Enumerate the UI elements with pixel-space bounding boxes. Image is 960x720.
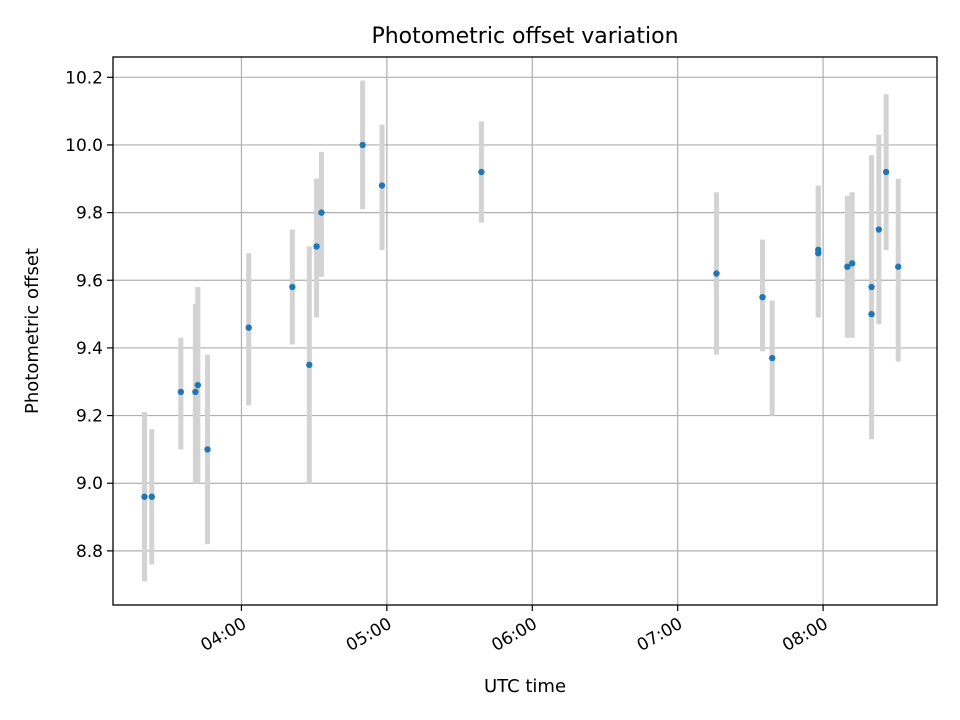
data-point — [318, 209, 325, 216]
data-points — [141, 141, 902, 500]
chart-title: Photometric offset variation — [371, 24, 678, 49]
data-point — [378, 182, 386, 189]
data-point — [478, 168, 485, 176]
y-tick-label: 9.2 — [76, 407, 103, 427]
data-point — [192, 388, 199, 396]
data-point — [848, 260, 856, 267]
y-tick-label: 9.0 — [76, 474, 103, 494]
data-point — [713, 270, 720, 277]
y-tick-label: 10.0 — [65, 136, 103, 156]
data-point — [769, 354, 776, 362]
data-point — [204, 446, 211, 453]
y-axis: 8.8 9.0 9.2 9.4 9.6 9.8 10.0 10.2 — [65, 68, 113, 562]
data-point — [194, 381, 202, 389]
data-point — [895, 263, 902, 270]
y-tick-label: 9.8 — [76, 204, 103, 224]
y-tick-label: 10.2 — [65, 68, 103, 88]
data-point — [148, 493, 155, 500]
data-point — [759, 293, 766, 301]
data-point — [141, 493, 148, 500]
data-point — [844, 263, 851, 270]
data-point — [868, 283, 875, 291]
y-tick-label: 9.4 — [76, 339, 103, 359]
grid — [113, 57, 937, 605]
y-tick-label: 9.6 — [76, 271, 103, 291]
data-point — [815, 249, 822, 257]
data-point — [875, 226, 883, 233]
data-point — [359, 141, 366, 149]
data-point — [868, 310, 875, 318]
data-point — [306, 361, 313, 369]
data-point — [313, 243, 320, 250]
y-axis-label: Photometric offset — [22, 248, 43, 414]
data-point — [882, 168, 890, 176]
plot-frame — [112, 56, 938, 606]
data-point — [177, 388, 185, 396]
data-point — [245, 324, 252, 331]
data-point — [289, 283, 296, 291]
y-tick-label: 8.8 — [76, 542, 103, 562]
x-axis-label: UTC time — [484, 676, 566, 697]
